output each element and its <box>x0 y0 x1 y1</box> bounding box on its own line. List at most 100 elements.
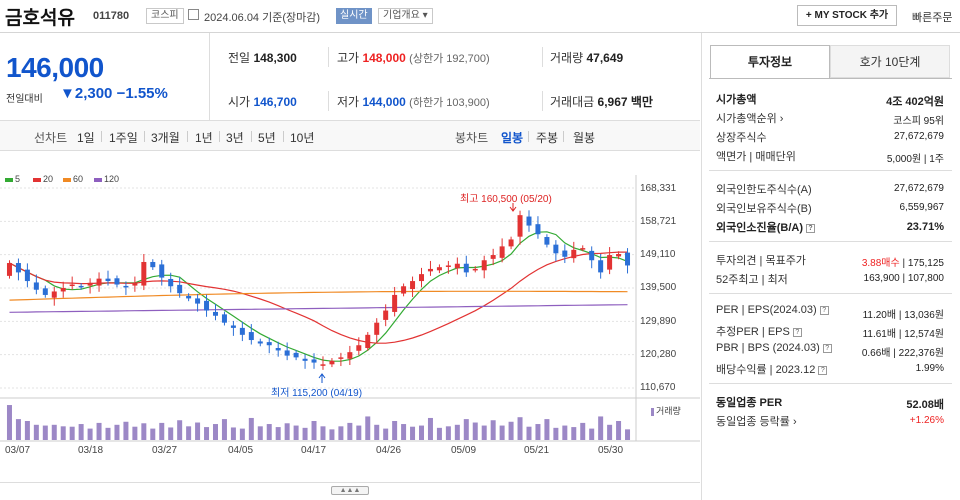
candle-body <box>490 255 496 259</box>
candle-weekly[interactable]: 주봉 <box>536 131 559 145</box>
candle-body <box>526 216 532 226</box>
x-tick: 04/17 <box>301 445 327 456</box>
volume-bar <box>481 425 487 440</box>
chart-scrollbar[interactable] <box>0 482 700 500</box>
stock-code: 011780 <box>93 10 130 22</box>
info-label: 투자의견 | 목표주가 <box>716 255 806 267</box>
volume-bar <box>212 424 218 440</box>
info-value: 5,000원 | 1주 <box>886 154 944 165</box>
help-icon[interactable]: ? <box>819 305 829 315</box>
x-tick: 05/09 <box>451 445 477 456</box>
line-chart-label: 선차트 <box>34 131 68 145</box>
candle-body <box>159 264 165 278</box>
quote-summary: 전일 148,300 고가 148,000 (상한가 192,700) 거래량 … <box>210 33 700 121</box>
trade-value-unit: 백만 <box>630 95 653 109</box>
period-5y[interactable]: 5년 <box>258 131 276 145</box>
candle-daily[interactable]: 일봉 <box>501 131 524 145</box>
volume-bar <box>284 423 290 440</box>
help-icon[interactable]: ? <box>806 223 815 233</box>
volume-bar <box>374 424 380 440</box>
volume-bar <box>616 421 622 440</box>
info-label: 시가총액 <box>716 94 757 106</box>
price-chart[interactable] <box>0 152 700 482</box>
volume-bar <box>266 424 272 440</box>
ma5-line <box>9 231 628 362</box>
info-value: 11.20배 | 13,036원 <box>862 310 944 321</box>
period-10y[interactable]: 10년 <box>290 131 315 145</box>
period-1d[interactable]: 1일 <box>77 131 95 145</box>
candle-body <box>87 282 93 286</box>
add-mystock-button[interactable]: + MY STOCK 추가 <box>797 5 897 26</box>
candle-body <box>589 250 595 261</box>
volume-bar <box>221 419 227 440</box>
info-value: 27,672,679 <box>893 131 944 142</box>
candle-monthly[interactable]: 월봉 <box>573 131 596 145</box>
candle-body <box>150 261 156 268</box>
scroll-thumb[interactable]: ▲▲▲ <box>331 486 369 495</box>
realtime-button[interactable]: 실시간 <box>336 8 372 24</box>
x-tick: 03/18 <box>78 445 104 456</box>
volume-bar <box>239 428 245 440</box>
company-profile-dropdown[interactable]: 기업개요 ▾ <box>378 8 433 24</box>
volume-bar <box>159 422 165 440</box>
info-label: 외국인한도주식수(A) <box>716 184 812 196</box>
divider <box>709 293 952 294</box>
change-value: ▼2,300 −1.55% <box>60 85 168 102</box>
legend-swatch <box>33 177 41 182</box>
period-3m[interactable]: 3개월 <box>151 131 180 145</box>
volume-bar <box>625 429 631 440</box>
change-percent: −1.55% <box>116 85 168 102</box>
x-tick: 03/27 <box>152 445 178 456</box>
info-label: 배당수익률 | 2023.12? <box>716 361 828 377</box>
volume-bar <box>392 421 398 440</box>
info-value: 52.08배 <box>906 399 944 411</box>
divider <box>144 131 145 142</box>
help-icon[interactable]: ? <box>792 327 802 337</box>
candle-body <box>445 265 451 267</box>
help-icon[interactable]: ? <box>822 343 832 353</box>
candle-body <box>365 334 371 349</box>
volume-bar <box>320 426 326 440</box>
volume-bar <box>553 427 559 440</box>
volume-bar <box>311 421 317 440</box>
period-1w[interactable]: 1주일 <box>109 131 138 145</box>
candle-body <box>562 250 568 257</box>
period-3y[interactable]: 3년 <box>226 131 244 145</box>
candle-body <box>463 263 469 273</box>
period-1y[interactable]: 1년 <box>195 131 213 145</box>
candle-body <box>625 252 631 266</box>
volume-bar <box>6 405 12 440</box>
volume-bar <box>132 426 138 440</box>
stock-header <box>0 0 960 33</box>
candle-body <box>347 352 353 359</box>
candle-body <box>123 285 129 288</box>
candle-body <box>266 342 272 346</box>
divider <box>542 91 543 111</box>
low-label: 저가 <box>337 95 360 109</box>
info-label[interactable]: 시가총액순위 › <box>716 113 784 125</box>
legend-ma5: 5 <box>5 174 20 184</box>
open-label: 시가 <box>228 95 251 109</box>
info-label[interactable]: 동일업종 등락률 › <box>716 416 797 428</box>
help-icon[interactable]: ? <box>818 365 828 375</box>
info-value: 코스피 95위 <box>893 116 944 127</box>
candle-body <box>580 248 586 250</box>
candle-body <box>472 268 478 271</box>
divider <box>563 131 564 142</box>
y-tick: 110,670 <box>640 382 676 393</box>
open-price: 146,700 <box>253 95 297 109</box>
tab-investment-info[interactable]: 투자정보 <box>710 45 830 78</box>
side-panel <box>701 33 960 500</box>
candle-body <box>33 282 39 290</box>
volume-bar <box>526 426 532 440</box>
volume-bar <box>535 424 541 440</box>
y-tick: 168,331 <box>640 183 677 194</box>
candle-body <box>141 261 147 286</box>
candle-body <box>221 314 227 323</box>
y-tick: 129,890 <box>640 316 677 327</box>
quick-order-link[interactable]: 빠른주문 <box>912 12 953 24</box>
calendar-icon <box>188 9 199 20</box>
info-value: 4조 402억원 <box>886 96 944 108</box>
candle-body <box>410 281 416 290</box>
tab-orderbook[interactable]: 호가 10단계 <box>830 45 950 78</box>
